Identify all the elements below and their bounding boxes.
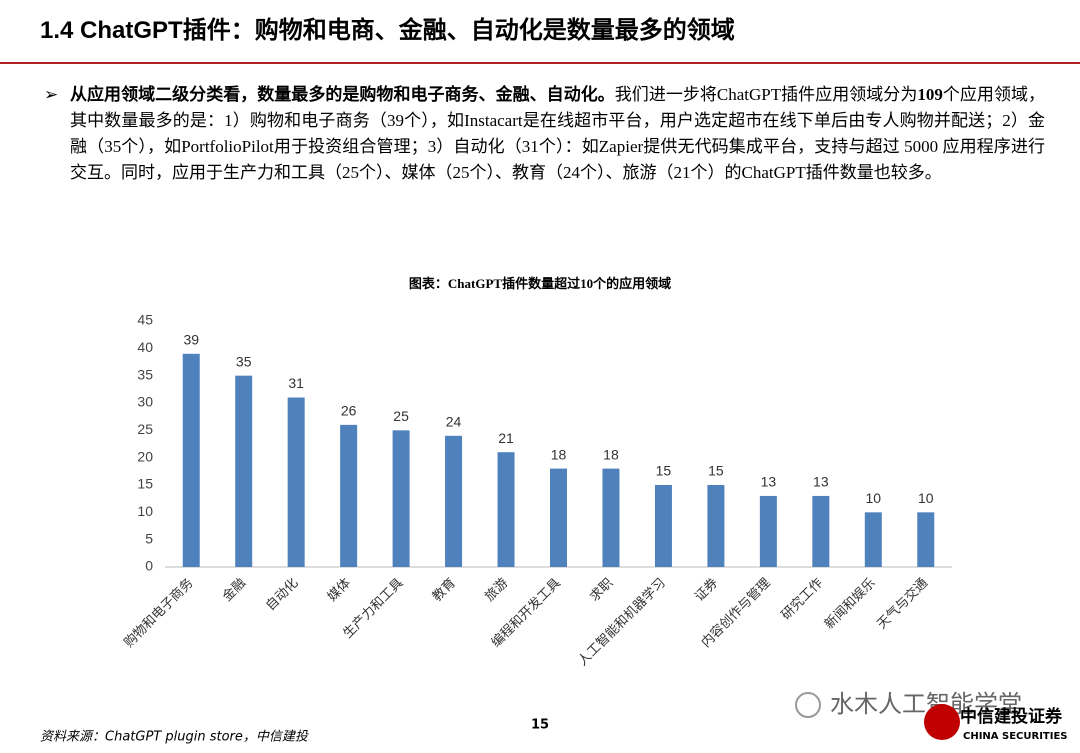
- value-label: 18: [603, 446, 619, 462]
- bar: [812, 495, 830, 567]
- y-tick-label: 35: [137, 366, 153, 382]
- logo-icon: [924, 704, 960, 740]
- value-label: 13: [813, 474, 829, 490]
- y-tick-label: 0: [145, 558, 153, 574]
- x-tick-label: 人工智能和机器学习: [575, 575, 669, 669]
- value-label: 10: [918, 490, 934, 506]
- y-tick-label: 10: [137, 503, 153, 519]
- bar: [497, 452, 515, 567]
- value-label: 24: [446, 414, 462, 430]
- value-label: 26: [341, 403, 357, 419]
- bar: [864, 512, 882, 567]
- header-title: 1.4 ChatGPT插件：购物和电商、金融、自动化是数量最多的领域: [40, 17, 735, 44]
- value-label: 35: [236, 353, 252, 369]
- value-label: 21: [498, 430, 514, 446]
- number: 109: [917, 85, 943, 104]
- wechat-icon: [795, 692, 821, 718]
- value-label: 18: [551, 446, 567, 462]
- x-tick-label: 旅游: [482, 576, 511, 605]
- lead: 从应用领域二级分类看，数量最多的是购物和电子商务、金融、自动化。: [70, 85, 615, 104]
- bar: [287, 397, 305, 567]
- x-tick-label: 新闻和娱乐: [821, 575, 878, 632]
- x-tick-label: 天气与交通: [874, 575, 931, 632]
- x-tick-label: 研究工作: [779, 576, 826, 623]
- text: 我们进一步将ChatGPT插件应用领域分为: [614, 85, 918, 104]
- bar: [707, 485, 725, 567]
- x-tick-label: 金融: [219, 575, 249, 605]
- bar: [392, 430, 410, 567]
- bar: [759, 495, 777, 567]
- bar: [550, 468, 567, 567]
- x-tick-label: 自动化: [263, 576, 301, 614]
- bar: [445, 435, 463, 567]
- y-tick-label: 20: [137, 448, 153, 464]
- chart-title: 图表：ChatGPT插件数量超过10个的应用领域: [409, 276, 671, 291]
- x-tick-label: 教育: [429, 575, 459, 605]
- bar: [602, 468, 620, 567]
- text: 个应用领域，其中数量最多的是：1）购物和电子商务（39个），如Instacart…: [70, 85, 1046, 182]
- y-tick-label: 40: [137, 339, 153, 355]
- page-number: 15: [531, 718, 549, 733]
- header-rule: [0, 62, 1080, 64]
- y-tick-label: 45: [137, 312, 153, 328]
- bar: [182, 353, 200, 567]
- y-tick-label: 25: [137, 421, 153, 437]
- y-tick-label: 15: [137, 476, 153, 492]
- x-tick-label: 购物和电子商务: [121, 575, 197, 651]
- x-tick-label: 求职: [587, 576, 616, 605]
- value-label: 10: [866, 490, 882, 506]
- bar: [340, 424, 358, 567]
- value-label: 13: [761, 474, 777, 490]
- bullet-icon: ➢: [44, 85, 59, 105]
- source: 资料来源：ChatGPT plugin store，中信建投: [40, 730, 309, 745]
- value-label: 31: [288, 375, 304, 391]
- x-tick-label: 证券: [691, 575, 721, 605]
- value-label: 39: [183, 332, 199, 348]
- bar: [917, 512, 935, 567]
- bar: [235, 375, 253, 567]
- watermark: 水木人工智能学堂: [830, 690, 1022, 718]
- y-tick-label: 5: [145, 530, 153, 546]
- value-label: 15: [656, 463, 672, 479]
- logo-en: CHINA SECURITIES: [963, 731, 1068, 742]
- bar: [654, 485, 672, 567]
- value-label: 25: [393, 408, 409, 424]
- y-tick-label: 30: [137, 394, 153, 410]
- logo-cn: 中信建投证券: [960, 706, 1063, 727]
- value-label: 15: [708, 463, 724, 479]
- bullet-text: 从应用领域二级分类看，数量最多的是购物和电子商务、金融、自动化。我们进一步将Ch…: [70, 82, 1045, 186]
- x-tick-label: 媒体: [325, 576, 354, 605]
